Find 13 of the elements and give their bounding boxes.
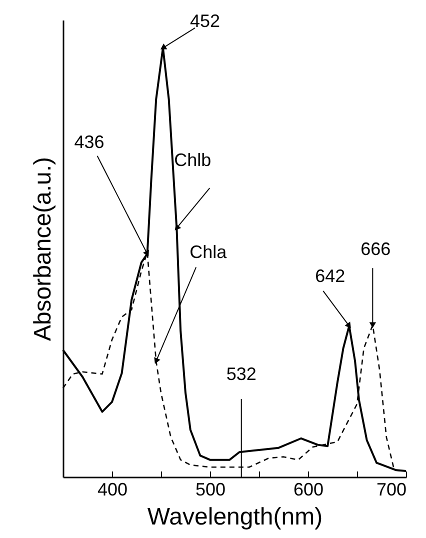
x-tick-label: 700 bbox=[376, 480, 406, 500]
x-tick-label: 400 bbox=[97, 480, 128, 500]
annotation: Chlb bbox=[174, 150, 212, 170]
x-tick-label: 600 bbox=[293, 480, 324, 500]
ref-line-label: 532 bbox=[226, 364, 256, 384]
annotation: 452 bbox=[190, 10, 220, 31]
annotation: 436 bbox=[74, 132, 104, 152]
x-axis-title: Wavelength(nm) bbox=[147, 504, 323, 530]
annotation: 642 bbox=[315, 266, 346, 286]
x-tick-label: 500 bbox=[195, 480, 226, 500]
annotation: 666 bbox=[360, 239, 391, 260]
y-axis-title: Absorbance(a.u.) bbox=[30, 156, 56, 342]
annotation: Chla bbox=[190, 242, 228, 262]
